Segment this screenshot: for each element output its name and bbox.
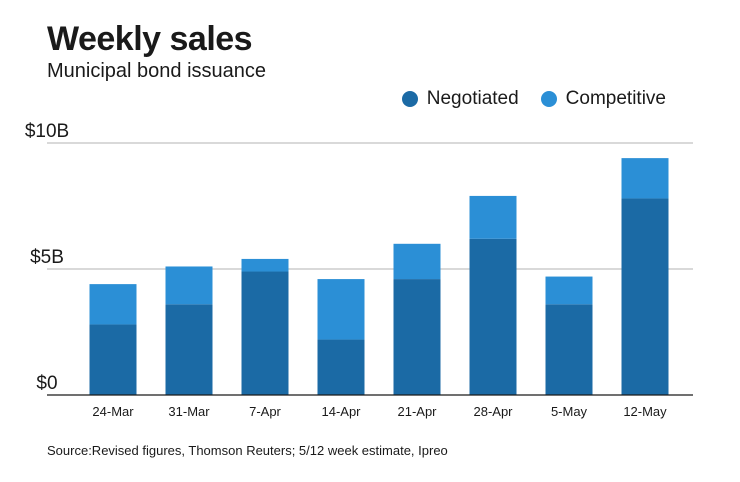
bar-negotiated-7-Apr [241, 271, 289, 395]
x-tick-label: 12-May [623, 404, 667, 419]
bar-negotiated-5-May [545, 304, 593, 395]
bar-competitive-31-Mar [165, 266, 213, 305]
y-tick-label: $5B [30, 247, 64, 268]
x-tick-label: 24-Mar [92, 404, 134, 419]
chart-subtitle: Municipal bond issuance [47, 60, 267, 82]
x-tick-label: 5-May [551, 404, 588, 419]
x-tick-label: 7-Apr [249, 404, 281, 419]
bar-competitive-12-May [621, 158, 669, 199]
bar-competitive-24-Mar [89, 284, 137, 325]
y-tick-label: $10B [25, 121, 69, 142]
legend-label-competitive: Competitive [565, 88, 666, 109]
chart-title: Weekly sales [47, 20, 253, 58]
bar-competitive-14-Apr [317, 279, 365, 340]
legend-swatch-competitive [540, 91, 557, 107]
bar-negotiated-12-May [621, 198, 669, 395]
legend-swatch-negotiated [401, 91, 418, 107]
x-tick-label: 21-Apr [397, 404, 437, 419]
bar-negotiated-21-Apr [393, 279, 441, 395]
chart-legend: Negotiated Competitive [380, 88, 666, 110]
bar-competitive-28-Apr [469, 195, 517, 239]
x-tick-label: 28-Apr [473, 404, 513, 419]
legend-label-negotiated: Negotiated [426, 88, 519, 109]
legend-item-negotiated: Negotiated [401, 88, 519, 110]
source-note: Source:Revised figures, Thomson Reuters;… [47, 443, 448, 458]
bar-competitive-7-Apr [241, 258, 289, 272]
bar-competitive-5-May [545, 276, 593, 305]
y-tick-label: $0 [36, 373, 57, 394]
legend-item-competitive: Competitive [540, 88, 666, 110]
x-tick-label: 31-Mar [168, 404, 210, 419]
bar-negotiated-24-Mar [89, 324, 137, 395]
bar-competitive-21-Apr [393, 243, 441, 280]
x-tick-label: 14-Apr [321, 404, 361, 419]
bar-negotiated-31-Mar [165, 304, 213, 395]
bar-negotiated-28-Apr [469, 238, 517, 395]
bar-negotiated-14-Apr [317, 339, 365, 395]
